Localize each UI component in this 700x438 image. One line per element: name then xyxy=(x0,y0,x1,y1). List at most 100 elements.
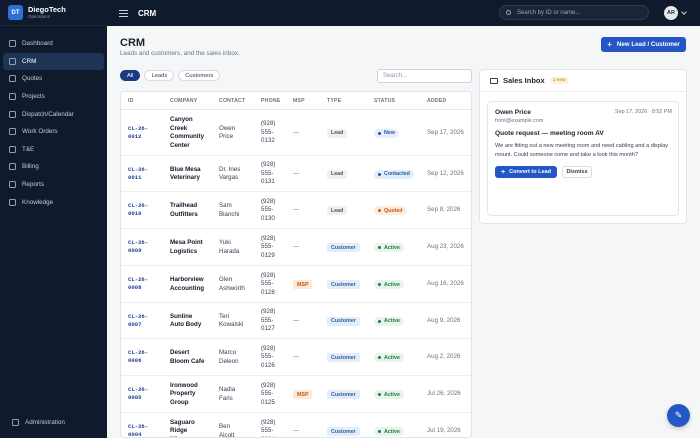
brand[interactable]: DT DiegoTech Operations xyxy=(0,0,107,26)
column-header-phone[interactable]: PHONE xyxy=(261,98,281,104)
sidebar-item-label: T&E xyxy=(22,145,35,153)
chart-icon xyxy=(9,181,16,189)
row-company-line: Blue Mesa xyxy=(170,165,201,173)
row-contact: Marco Deleon xyxy=(219,349,239,366)
table-search-input[interactable]: Search... xyxy=(377,69,472,83)
sidebar-item-projects[interactable]: Projects xyxy=(3,88,104,106)
brand-logo: DT xyxy=(8,5,23,20)
crm-table: ID COMPANY CONTACT PHONE MSP TYPE STATUS ADDED … xyxy=(120,91,472,438)
table-row[interactable]: CL-26- 0012 Canyon Creek Community Center Owen… xyxy=(121,110,471,156)
row-msp: — xyxy=(293,316,300,324)
column-header-contact[interactable]: CONTACT xyxy=(219,98,246,104)
row-phone-line: 555- xyxy=(261,316,274,324)
column-header-type[interactable]: TYPE xyxy=(327,98,342,104)
row-contact-line: Harada xyxy=(219,247,240,255)
message-body: We are fitting out a new meeting room an… xyxy=(495,143,669,158)
sidebar-item-crm[interactable]: CRM xyxy=(3,52,104,71)
row-added: Jul 26, 2026 xyxy=(427,390,461,398)
row-id-line: 0012 xyxy=(128,132,142,140)
row-contact-line: Yuki xyxy=(219,239,231,246)
row-contact-line: Ben xyxy=(219,423,231,430)
inbox-message[interactable]: Owen Price front@example.com Sep 17, 202… xyxy=(487,101,679,216)
new-lead-button[interactable]: + New Lead / Customer xyxy=(601,37,686,52)
row-msp: — xyxy=(293,169,300,177)
filter-leads[interactable]: Leads xyxy=(144,70,175,81)
row-msp: — xyxy=(293,427,300,435)
row-contact-line: Dr. Ines xyxy=(219,165,241,173)
row-id: CL-26- 0005 xyxy=(128,386,148,402)
table-row[interactable]: CL-26- 0009 Mesa Point Logistics Yuki Harada (… xyxy=(121,229,471,266)
table-row[interactable]: CL-26- 0006 Desert Bloom Cafe Marco Deleon (92… xyxy=(121,339,471,376)
row-company: Canyon Creek Community Center xyxy=(170,116,204,150)
sidebar-item-work-orders[interactable]: Work Orders xyxy=(3,123,104,141)
row-company-line: Sunline xyxy=(170,312,193,320)
message-subject: Quote request — meeting room AV xyxy=(495,130,604,137)
new-lead-label: New Lead / Customer xyxy=(616,41,680,48)
column-header-company[interactable]: COMPANY xyxy=(170,98,198,104)
type-badge: Customer xyxy=(327,280,360,289)
convert-to-lead-button[interactable]: + Convert to Lead xyxy=(495,166,557,178)
sidebar-item-dashboard[interactable]: Dashboard xyxy=(3,35,104,53)
row-added: Sep 12, 2026 xyxy=(427,169,464,177)
briefcase-icon xyxy=(9,128,16,136)
sidebar-item-t-e[interactable]: T&E xyxy=(3,141,104,159)
row-id: CL-26- 0012 xyxy=(128,125,148,141)
type-badge: Customer xyxy=(327,316,360,326)
row-company-line: Trailhead xyxy=(170,202,198,209)
message-date: Sep 17, 2026 · 8:52 PM xyxy=(615,109,672,115)
table-row[interactable]: CL-26- 0007 Sunline Auto Body Teri Kowalski (9… xyxy=(121,303,471,339)
column-header-msp[interactable]: MSP xyxy=(293,98,305,104)
row-phone-line: 0125 xyxy=(261,398,275,406)
menu-icon[interactable] xyxy=(119,9,128,17)
sidebar-item-label: Billing xyxy=(22,163,39,171)
sidebar-item-reports[interactable]: Reports xyxy=(3,176,104,194)
invoice-icon xyxy=(9,163,16,171)
row-company-line: Auto Body xyxy=(170,321,202,328)
column-header-status[interactable]: STATUS xyxy=(374,98,396,104)
row-added: Sep 17, 2026 xyxy=(427,128,464,136)
avatar[interactable]: AR xyxy=(664,6,678,20)
table-row[interactable]: CL-26- 0008 Harborview Accounting Glen Ashwor… xyxy=(121,266,471,303)
filter-all[interactable]: All xyxy=(120,70,141,81)
sidebar: DT DiegoTech Operations Dashboard CRM Quot… xyxy=(0,0,107,438)
sidebar-item-quotes[interactable]: Quotes xyxy=(3,70,104,88)
sidebar-nav: Dashboard CRM Quotes Projects Dispatch/Calen… xyxy=(0,26,107,211)
row-id-line: 0007 xyxy=(128,320,142,328)
filter-customers[interactable]: Customers xyxy=(178,70,221,81)
sidebar-item-label: Quotes xyxy=(22,75,43,83)
compose-fab-button[interactable]: ✎ xyxy=(667,404,690,427)
dismiss-button[interactable]: Dismiss xyxy=(562,166,592,178)
row-company-line: Harborview xyxy=(170,276,204,283)
row-phone-line: (928) xyxy=(261,120,276,128)
column-header-id[interactable]: ID xyxy=(128,98,134,104)
row-phone: (928) 555- 0130 xyxy=(261,198,275,224)
grid-icon xyxy=(9,40,16,48)
table-row[interactable]: CL-26- 0010 Trailhead Outfitters Sam Bianchi (… xyxy=(121,192,471,229)
row-phone: (928)555-0124 xyxy=(261,419,275,437)
row-msp: — xyxy=(293,243,300,251)
sidebar-item-administration[interactable]: Administration xyxy=(6,413,101,431)
row-msp: — xyxy=(293,128,300,136)
column-header-added[interactable]: ADDED xyxy=(427,98,447,104)
row-phone-line: 555- xyxy=(261,280,274,288)
global-search-input[interactable]: Search by ID or name... xyxy=(499,5,649,20)
table-row[interactable]: CL-26- 0011 Blue Mesa Veterinary Dr. Ines Var… xyxy=(121,156,471,192)
type-badge: Lead xyxy=(327,169,348,179)
sidebar-item-billing[interactable]: Billing xyxy=(3,158,104,176)
row-contact-line: Marco xyxy=(219,349,237,356)
table-row[interactable]: CL-26- 0005 Ironwood Property Group Nadia Fari… xyxy=(121,376,471,413)
row-company-line: Bloom Cafe xyxy=(170,357,205,365)
row-id-line: CL-26- xyxy=(128,202,149,209)
row-phone-line: 555- xyxy=(261,128,274,136)
msp-badge: MSP xyxy=(293,280,313,289)
sidebar-item-dispatch-calendar[interactable]: Dispatch/Calendar xyxy=(3,105,104,123)
main-content: CRM Leads and customers, and the sales i… xyxy=(107,26,700,438)
type-badge: Customer xyxy=(327,243,360,252)
plus-icon: + xyxy=(607,40,612,49)
chevron-down-icon[interactable] xyxy=(681,9,687,15)
row-id-line: CL-26- xyxy=(128,423,149,430)
row-id: CL-26- 0008 xyxy=(128,276,148,292)
sidebar-item-label: Dispatch/Calendar xyxy=(22,110,74,118)
sidebar-item-knowledge[interactable]: Knowledge xyxy=(3,193,104,211)
